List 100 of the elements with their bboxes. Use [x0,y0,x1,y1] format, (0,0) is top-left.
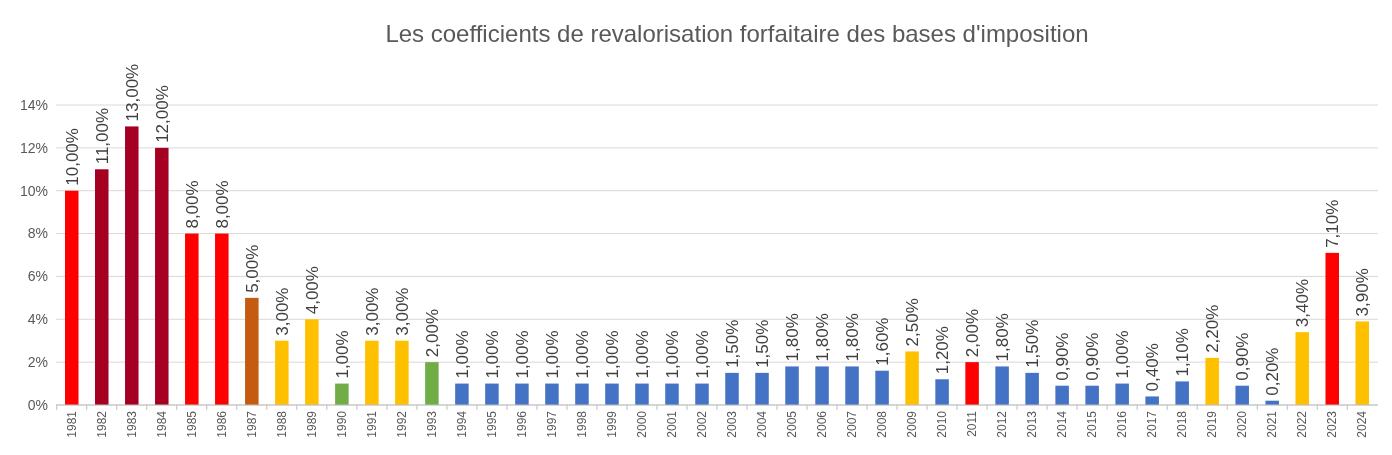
x-tick-label: 2017 [1145,410,1160,438]
x-tick-label: 2023 [1325,410,1340,438]
bar [605,383,619,405]
x-tick-label: 2018 [1175,410,1190,438]
bar [785,366,799,405]
x-tick-label: 2000 [635,410,650,438]
bar [95,169,109,405]
x-tick-label: 1984 [154,410,169,438]
data-label: 4,00% [302,266,322,315]
data-label: 3,00% [392,287,412,336]
x-tick-label: 2007 [845,410,860,438]
y-tick-label: 6% [27,268,48,285]
bar [1145,396,1159,405]
data-label: 8,00% [182,180,202,229]
bar [1205,357,1219,405]
y-tick-label: 4% [27,311,48,328]
bar [935,379,949,405]
bar [305,319,319,405]
bar [215,233,229,405]
x-tick-label: 1988 [275,410,290,438]
bar [65,190,79,405]
data-label: 0,90% [1053,332,1073,381]
bar [1055,385,1069,405]
x-tick-label: 2024 [1355,410,1370,438]
x-tick-label: 1986 [215,410,230,438]
data-label: 1,80% [782,313,802,362]
bar [665,383,679,405]
x-tick-label: 2016 [1115,410,1130,438]
x-tick-label: 1995 [485,410,500,438]
data-label: 1,00% [572,330,592,379]
x-tick-label: 1985 [185,410,199,438]
data-label: 3,90% [1353,268,1373,317]
x-tick-label: 2020 [1235,410,1250,438]
x-tick-label: 2008 [875,410,890,438]
x-tick-label: 2002 [695,410,710,438]
data-label: 1,80% [993,313,1013,362]
bar [905,351,919,405]
bar [485,383,499,405]
data-label: 1,50% [752,319,772,368]
x-tick-label: 2022 [1295,410,1310,438]
y-tick-label: 2% [27,354,48,371]
data-label: 1,80% [812,313,832,362]
y-tick-label: 10% [19,182,48,199]
x-tick-label: 1990 [335,410,350,438]
data-label: 2,00% [963,308,983,358]
bar [185,233,199,405]
x-tick-label: 1981 [64,410,79,438]
data-label: 3,40% [1293,278,1313,328]
data-label: 1,00% [1113,330,1133,379]
bar [695,383,709,405]
data-label: 12,00% [152,85,172,143]
x-tick-label: 1982 [94,410,109,438]
data-label: 1,00% [452,330,472,379]
bar [545,383,559,405]
bar [515,383,529,405]
x-tick-label: 1996 [515,410,530,438]
x-tick-label: 2006 [815,410,830,438]
y-tick-label: 14% [19,96,48,113]
data-label: 1,80% [843,313,862,362]
x-tick-label: 2012 [995,410,1010,438]
data-label: 8,00% [212,180,232,229]
bar [245,297,259,405]
data-label: 5,00% [242,244,262,293]
bar [755,372,769,405]
bar [365,340,379,405]
y-tick-label: 12% [19,139,48,156]
data-label: 1,00% [692,330,712,379]
x-tick-label: 2001 [665,410,680,438]
data-label: 1,00% [512,330,532,379]
x-tick-label: 2009 [905,410,920,438]
x-tick-label: 2003 [725,410,740,438]
data-label: 1,60% [873,317,893,366]
x-tick-label: 2014 [1055,410,1070,438]
data-label: 1,10% [1173,328,1193,377]
bar [425,362,439,405]
chart-title: Les coefficients de revalorisation forfaitaire des bases d'imposition [385,20,1089,47]
bar [1355,321,1369,405]
bar [1175,381,1189,405]
data-label: 0,90% [1083,332,1103,381]
data-label: 0,20% [1263,347,1283,396]
bar [335,383,349,405]
x-tick-label: 2019 [1205,410,1220,438]
x-tick-label: 2005 [785,410,800,438]
bar [575,383,589,405]
y-tick-label: 0% [27,396,48,413]
data-label: 3,00% [362,287,382,336]
x-tick-label: 2011 [965,410,980,437]
x-tick-label: 1983 [124,410,139,438]
data-label: 13,00% [122,63,142,122]
data-label: 3,00% [272,287,292,336]
bar [155,147,169,405]
bar [965,362,979,405]
bar [1235,385,1249,405]
bar [395,340,409,405]
data-label: 1,00% [632,330,652,379]
data-label: 1,00% [542,330,562,379]
x-tick-label: 1998 [575,410,590,438]
x-tick-label: 1997 [545,410,560,438]
data-label: 7,10% [1323,199,1343,248]
x-tick-label: 1993 [425,410,440,438]
